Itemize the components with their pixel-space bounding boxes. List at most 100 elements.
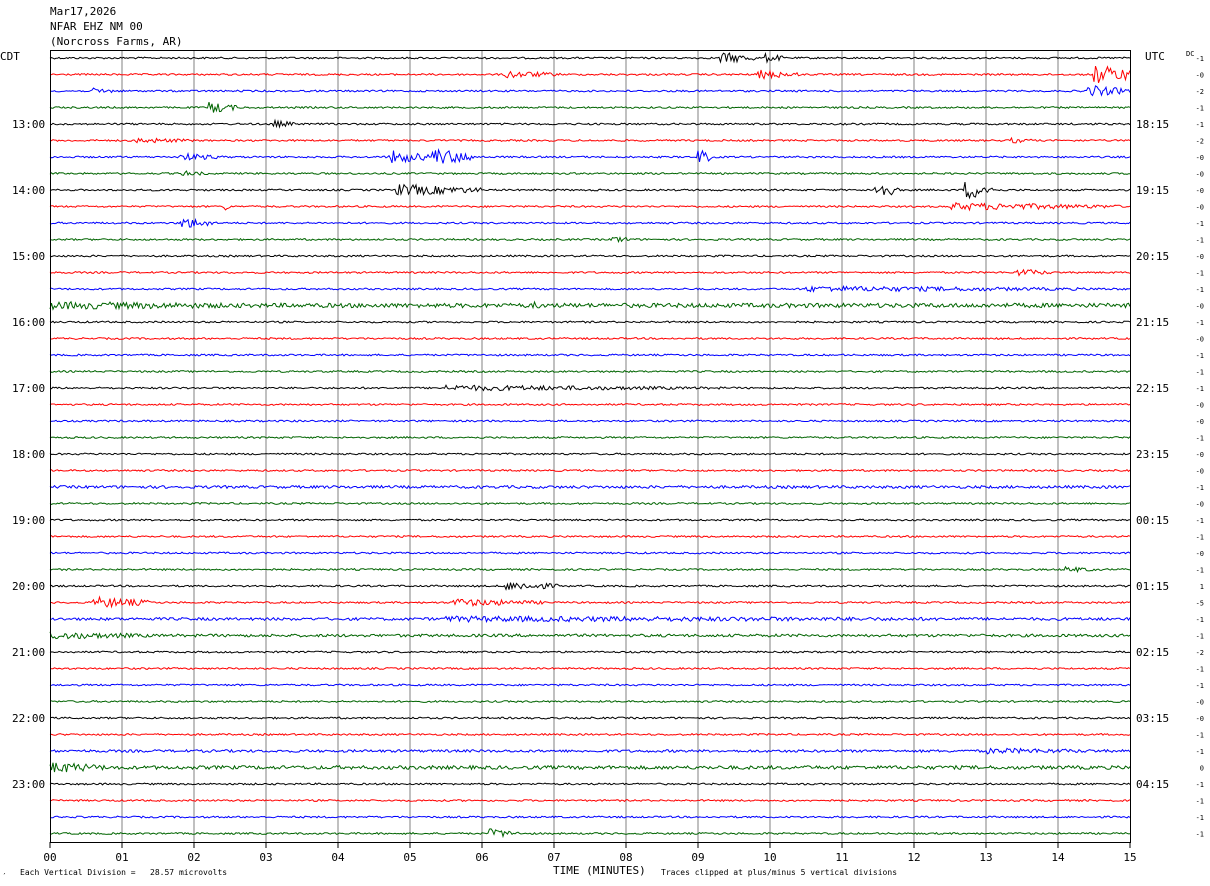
trace-line-22: [49, 419, 1131, 423]
left-hour-label: 14:00: [12, 184, 45, 197]
trace-line-5: [49, 136, 1131, 144]
x-tick-label: 08: [619, 851, 632, 864]
trace-line-23: [49, 435, 1131, 440]
plot-station: NFAR EHZ NM 00: [50, 20, 143, 33]
x-tick-label: 12: [907, 851, 920, 864]
trace-line-39: [50, 699, 1131, 704]
dc-offset-value: -0: [1196, 204, 1204, 212]
left-timezone-label: CDT: [0, 50, 20, 63]
trace-line-46: [49, 815, 1131, 819]
plot-frame: [50, 50, 1131, 843]
dc-offset-value: -1: [1196, 682, 1204, 690]
dc-offset-value: -1: [1196, 633, 1204, 641]
trace-line-36: [49, 650, 1131, 654]
trace-line-3: [49, 101, 1131, 113]
trace-line-14: [49, 285, 1131, 293]
dc-offset-value: -1: [1196, 666, 1204, 674]
dc-offset-value: -0: [1196, 699, 1204, 707]
trace-line-1: [49, 65, 1131, 83]
trace-line-4: [49, 118, 1131, 129]
dc-offset-value: -0: [1196, 303, 1204, 311]
x-tick-label: 05: [403, 851, 416, 864]
corner-mark: ′: [2, 872, 7, 881]
trace-line-29: [49, 534, 1131, 539]
dc-offset-value: 1: [1200, 583, 1204, 591]
x-tick-label: 03: [259, 851, 272, 864]
trace-line-27: [49, 501, 1131, 506]
trace-line-11: [49, 236, 1131, 244]
x-tick-label: 09: [691, 851, 704, 864]
trace-line-10: [49, 217, 1131, 228]
dc-offset-value: -1: [1196, 220, 1204, 228]
dc-offset-value: -1: [1196, 798, 1204, 806]
dc-offset-value: -1: [1196, 121, 1204, 129]
dc-offset-value: -5: [1196, 600, 1204, 608]
trace-line-13: [49, 268, 1131, 277]
dc-offset-value: -1: [1196, 748, 1204, 756]
dc-offset-value: -1: [1196, 732, 1204, 740]
dc-label: DC: [1186, 50, 1194, 58]
right-hour-label: 01:15: [1136, 580, 1169, 593]
dc-offset-value: -1: [1196, 814, 1204, 822]
x-tick-label: 06: [475, 851, 488, 864]
x-tick-label: 04: [331, 851, 345, 864]
trace-line-18: [49, 353, 1131, 357]
dc-offset-value: -1: [1196, 369, 1204, 377]
grid-lines: [121, 50, 1059, 842]
left-hour-label: 19:00: [12, 514, 45, 527]
x-tick-label: 01: [115, 851, 128, 864]
trace-line-45: [49, 798, 1131, 803]
trace-line-37: [49, 666, 1131, 671]
dc-offset-value: -1: [1196, 237, 1204, 245]
dc-offset-value: -1: [1196, 352, 1204, 360]
dc-offset-value: -1: [1196, 55, 1204, 63]
trace-line-32: [49, 582, 1130, 591]
right-hour-label: 19:15: [1136, 184, 1169, 197]
x-tick-label: 07: [547, 851, 560, 864]
trace-line-47: [49, 828, 1131, 839]
trace-line-42: [49, 747, 1131, 755]
dc-offset-value: -1: [1196, 105, 1204, 113]
dc-offset-value: -1: [1196, 319, 1204, 327]
trace-line-24: [49, 452, 1131, 456]
dc-offset-value: -0: [1196, 715, 1204, 723]
right-hour-label: 03:15: [1136, 712, 1169, 725]
dc-offset-value: -0: [1196, 187, 1204, 195]
trace-line-16: [49, 320, 1131, 324]
dc-offsets: -1 -0 -2 -1 -1 -2 -0 -0 -0 -0 -1 -1 -0 -1 -1 -0 -1 -0 -1 -1…: [1196, 55, 1204, 839]
dc-offset-value: -0: [1196, 336, 1204, 344]
left-hour-label: 13:00: [12, 118, 45, 131]
dc-offset-value: -1: [1196, 286, 1204, 294]
dc-offset-value: -1: [1196, 534, 1204, 542]
dc-offset-value: -0: [1196, 418, 1204, 426]
trace-line-34: [49, 614, 1131, 624]
left-hour-label: 18:00: [12, 448, 45, 461]
left-hour-label: 23:00: [12, 778, 45, 791]
trace-line-6: [49, 148, 1131, 164]
right-hour-label: 18:15: [1136, 118, 1169, 131]
trace-line-35: [49, 631, 1131, 640]
clip-note: Traces clipped at plus/minus 5 vertical …: [661, 868, 897, 877]
trace-line-17: [49, 336, 1131, 341]
right-hour-label: 02:15: [1136, 646, 1169, 659]
x-tick-label: 14: [1051, 851, 1065, 864]
x-tick-label: 02: [187, 851, 200, 864]
trace-line-26: [49, 484, 1131, 490]
trace-line-8: [49, 182, 1131, 200]
trace-line-9: [49, 201, 1131, 212]
dc-offset-value: -0: [1196, 402, 1204, 410]
left-hour-label: 16:00: [12, 316, 45, 329]
right-hour-label: 00:15: [1136, 514, 1169, 527]
trace-line-19: [49, 369, 1130, 374]
trace-line-20: [49, 384, 1131, 392]
left-hour-label: 22:00: [12, 712, 45, 725]
trace-line-30: [49, 551, 1131, 555]
dc-offset-value: -2: [1196, 649, 1204, 657]
right-hour-label: 04:15: [1136, 778, 1169, 791]
trace-line-7: [49, 170, 1131, 176]
x-tick-label: 10: [763, 851, 776, 864]
dc-offset-value: -2: [1196, 88, 1204, 96]
dc-offset-value: -0: [1196, 451, 1204, 459]
trace-line-38: [49, 683, 1131, 687]
trace-line-0: [49, 51, 1131, 64]
